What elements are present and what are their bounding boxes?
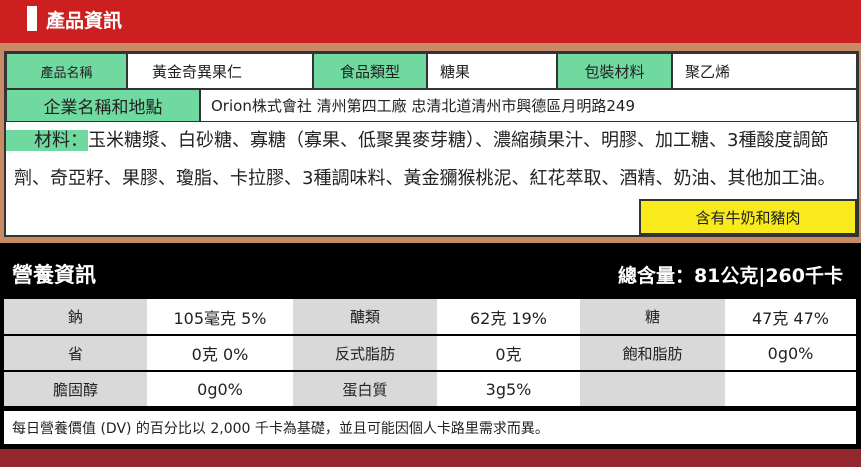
food-type-value: 糖果	[427, 53, 557, 89]
nutrient-value: 62克 19%	[437, 299, 580, 336]
nutrient-label: 飽和脂肪	[580, 335, 725, 372]
package-value: 聚乙烯	[672, 53, 857, 89]
nutrient-value: 0克	[437, 335, 580, 372]
company-value: Orion株式會社 清州第四工廠 忠清北道清州市興德區月明路249	[200, 89, 857, 122]
nutrient-label: 蛋白質	[293, 371, 437, 408]
header-title: 產品資訊	[46, 10, 123, 32]
nutrient-value: 105毫克 5%	[147, 299, 293, 336]
nutrient-label: 省	[4, 335, 147, 372]
nutrient-value: 47克 47%	[725, 299, 856, 336]
package-label: 包裝材料	[557, 53, 672, 89]
company-label: 企業名稱和地點	[6, 89, 200, 122]
product-info-box: 產品名稱 黃金奇異果仁 食品類型 糖果 包裝材料 聚乙烯 企業名稱和地點 Ori…	[4, 51, 859, 237]
header: 產品資訊	[0, 0, 861, 43]
nutrient-value	[725, 371, 856, 408]
nutrient-label: 醣類	[293, 299, 437, 336]
product-name-value: 黃金奇異果仁	[127, 53, 313, 89]
nutrient-label	[580, 371, 725, 408]
table-row: 鈉 105毫克 5% 醣類 62克 19% 糖 47克 47%	[4, 299, 856, 336]
nutrient-label: 鈉	[4, 299, 147, 336]
nutrition-table: 鈉 105毫克 5% 醣類 62克 19% 糖 47克 47% 省 0克 0% …	[4, 299, 856, 408]
footer-bar	[0, 449, 861, 467]
nutrient-value: 0克 0%	[147, 335, 293, 372]
nutrient-value: 3g5%	[437, 371, 580, 408]
nutrition-title: 營養資訊	[12, 263, 96, 287]
product-name-label: 產品名稱	[6, 53, 127, 89]
table-row: 省 0克 0% 反式脂肪 0克 飽和脂肪 0g0%	[4, 335, 856, 372]
ingredients-label: 材料：	[6, 130, 88, 151]
nutrient-value: 0g0%	[725, 335, 856, 372]
ingredients-text: 玉米糖漿、白砂糖、寡糖（寡果、低聚異麥芽糖）、濃縮蘋果汁、明膠、加工糖、3種酸度…	[14, 130, 836, 189]
table-row: 膽固醇 0g0% 蛋白質 3g5%	[4, 371, 856, 408]
ingredients: 材料：玉米糖漿、白砂糖、寡糖（寡果、低聚異麥芽糖）、濃縮蘋果汁、明膠、加工糖、3…	[6, 122, 857, 235]
nutrient-value: 0g0%	[147, 371, 293, 408]
allergen-badge: 含有牛奶和豬肉	[639, 199, 857, 235]
nutrient-label: 反式脂肪	[293, 335, 437, 372]
nutrient-label: 糖	[580, 299, 725, 336]
nutrient-label: 膽固醇	[4, 371, 147, 408]
nutrition-total: 總含量：81公克|260千卡	[617, 265, 843, 287]
food-type-label: 食品類型	[313, 53, 427, 89]
footnote: 每日營養價值 (DV) 的百分比以 2,000 千卡為基礎，並且可能因個人卡路里…	[4, 411, 856, 444]
header-accent-bar	[27, 6, 37, 31]
nutrition-section: 營養資訊 總含量：81公克|260千卡 鈉 105毫克 5% 醣類 62克 19…	[0, 243, 861, 449]
